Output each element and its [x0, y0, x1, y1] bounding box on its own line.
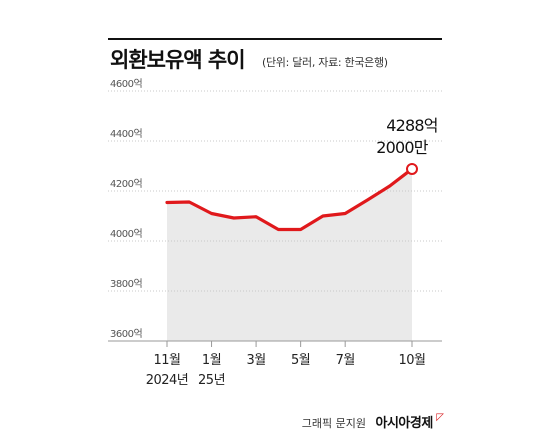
y-tick-label: 3600억	[110, 328, 142, 340]
x-tick-label: 3월	[246, 353, 265, 368]
x-tick-label: 5월	[291, 353, 310, 368]
y-tick-label: 3800억	[110, 278, 142, 290]
x-tick-label: 1월	[202, 353, 221, 368]
chart-title: 외환보유액 추이	[110, 48, 246, 72]
x-tick-label: 10월	[398, 353, 425, 368]
annotation-value: 4288억	[386, 116, 437, 135]
x-tick-sublabel: 25년	[198, 373, 225, 388]
x-tick-sublabel: 2024년	[146, 373, 189, 388]
chart-subtitle: (단위: 달러, 자료: 한국은행)	[262, 56, 388, 69]
y-tick-label: 4400억	[110, 128, 142, 140]
series-line	[165, 167, 414, 232]
x-tick-label: 11월	[153, 353, 180, 368]
last-point-marker	[406, 162, 418, 175]
y-tick-label: 4600억	[110, 78, 142, 90]
y-tick-label: 4000억	[110, 228, 142, 240]
x-tick-label: 7월	[336, 353, 355, 368]
brand-logo: 아시아경제	[375, 416, 433, 431]
graphic-credit: 그래픽 문지원	[301, 417, 366, 430]
brand-mark-icon: ◸	[436, 412, 444, 423]
annotation-value-sub: 2000만	[376, 138, 429, 157]
y-tick-label: 4200억	[110, 178, 142, 190]
title-rule	[108, 38, 442, 40]
credit-line: 그래픽 문지원 아시아경제 ◸	[302, 412, 444, 431]
